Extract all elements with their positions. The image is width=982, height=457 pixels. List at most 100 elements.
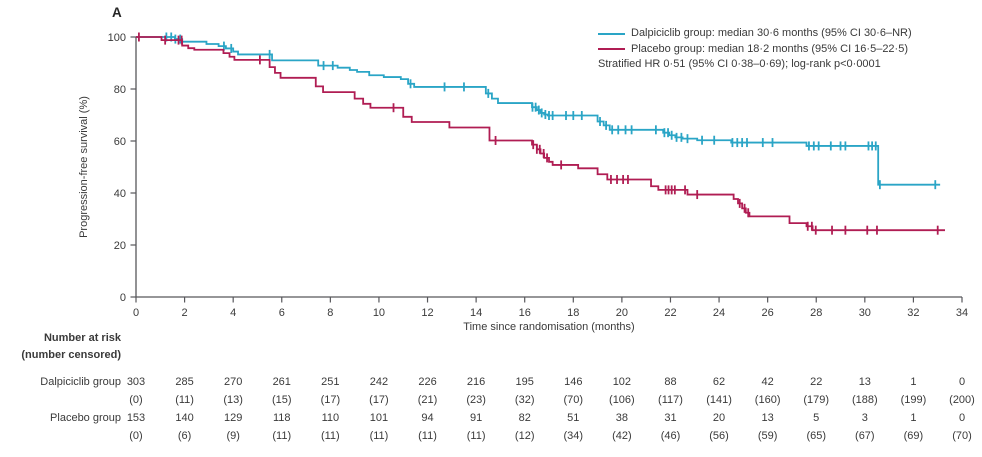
censored-count: (32) (514, 394, 535, 406)
y-tick-label: 20 (114, 240, 126, 252)
censored-count: (0) (129, 394, 143, 406)
at-risk-count: 62 (712, 376, 726, 388)
censored-count: (141) (706, 394, 732, 406)
censored-count: (21) (417, 394, 438, 406)
at-risk-count: 13 (858, 376, 871, 388)
x-tick-label: 12 (421, 307, 433, 319)
censored-count: (11) (369, 430, 389, 442)
km-curve (136, 36, 945, 232)
at-risk-count: 1 (910, 412, 917, 424)
censored-count: (106) (609, 394, 635, 406)
at-risk-count: 13 (761, 412, 774, 424)
at-risk-count: 251 (321, 376, 340, 388)
censored-count: (46) (660, 430, 681, 442)
censored-count: (69) (903, 430, 924, 442)
censored-count: (17) (320, 394, 341, 406)
censored-count: (70) (563, 394, 584, 406)
x-tick-label: 30 (859, 307, 871, 319)
at-risk-count: 1 (910, 376, 917, 388)
legend-label-dalpiciclib: Dalpiciclib group: median 30·6 months (9… (631, 27, 912, 39)
at-risk-count: 242 (369, 376, 389, 388)
at-risk-count: 0 (958, 376, 966, 388)
x-tick-label: 10 (373, 307, 385, 319)
y-tick-label: 80 (114, 84, 126, 96)
at-risk-count: 101 (369, 412, 389, 424)
at-risk-count: 88 (664, 376, 677, 388)
at-risk-count: 38 (615, 412, 628, 424)
censored-count: (42) (612, 430, 632, 442)
x-tick-label: 2 (182, 307, 188, 319)
x-tick-label: 6 (279, 307, 285, 319)
x-tick-label: 16 (519, 307, 531, 319)
y-tick-label: 0 (120, 292, 126, 304)
dalpiciclib-line-swatch-icon (598, 32, 625, 35)
censored-count: (11) (418, 430, 437, 442)
censored-count: (11) (466, 430, 486, 442)
censored-count: (200) (949, 394, 975, 406)
x-tick-label: 26 (762, 307, 774, 319)
legend-item-dalpiciclib: Dalpiciclib group: median 30·6 months (9… (598, 26, 912, 42)
censored-count: (11) (272, 430, 292, 442)
hr-annotation: Stratified HR 0·51 (95% CI 0·38–0·69); l… (598, 58, 881, 70)
at-risk-count: 20 (712, 412, 726, 424)
risk-row-label: Placebo group (50, 412, 121, 424)
at-risk-count: 0 (958, 412, 966, 424)
x-tick-label: 22 (664, 307, 676, 319)
censored-count: (117) (658, 394, 683, 406)
censored-count: (23) (466, 394, 486, 406)
at-risk-count: 91 (469, 412, 483, 424)
censored-count: (12) (514, 430, 535, 442)
censored-count: (188) (851, 394, 878, 406)
censored-count: (0) (129, 430, 143, 442)
at-risk-count: 102 (612, 376, 632, 388)
at-risk-count: 118 (272, 412, 291, 424)
censored-count: (65) (806, 430, 827, 442)
at-risk-count: 82 (518, 412, 531, 424)
risk-table-subtitle: (number censored) (21, 349, 121, 361)
censored-count: (6) (177, 430, 192, 442)
censored-count: (56) (709, 430, 729, 442)
x-tick-label: 18 (567, 307, 579, 319)
censored-count: (179) (803, 394, 830, 406)
x-tick-label: 34 (956, 307, 968, 319)
y-tick-label: 60 (114, 136, 126, 148)
y-tick-label: 100 (108, 32, 126, 44)
at-risk-count: 195 (515, 376, 534, 388)
series-placebo (136, 32, 945, 235)
y-axis-title: Progression-free survival (%) (78, 96, 90, 238)
at-risk-count: 110 (321, 412, 340, 424)
at-risk-count: 31 (664, 412, 677, 424)
censored-count: (70) (952, 430, 972, 442)
legend-item-placebo: Placebo group: median 18·2 months (95% C… (598, 42, 912, 58)
x-tick-label: 32 (907, 307, 919, 319)
at-risk-count: 5 (813, 412, 820, 424)
x-tick-label: 28 (810, 307, 822, 319)
at-risk-count: 270 (223, 376, 243, 388)
panel-label: A (112, 5, 122, 20)
at-risk-count: 129 (223, 412, 243, 424)
censored-count: (13) (223, 394, 243, 406)
censored-count: (15) (271, 394, 292, 406)
at-risk-count: 51 (567, 412, 580, 424)
censored-count: (9) (226, 430, 240, 442)
at-risk-count: 226 (418, 376, 437, 388)
legend: Dalpiciclib group: median 30·6 months (9… (598, 26, 912, 73)
at-risk-count: 261 (272, 376, 291, 388)
at-risk-count: 3 (861, 412, 868, 424)
at-risk-count: 285 (175, 376, 194, 388)
x-tick-label: 24 (713, 307, 725, 319)
at-risk-count: 146 (564, 376, 583, 388)
risk-row-label: Dalpiciclib group (40, 376, 121, 388)
risk-table-title: Number at risk (43, 332, 121, 344)
censored-count: (199) (900, 394, 927, 406)
x-tick-label: 4 (230, 307, 236, 319)
y-tick-label: 40 (114, 188, 126, 200)
at-risk-count: 140 (175, 412, 194, 424)
at-risk-count: 22 (810, 376, 823, 388)
x-tick-label: 0 (133, 307, 139, 319)
at-risk-count: 42 (761, 376, 774, 388)
legend-label-placebo: Placebo group: median 18·2 months (95% C… (631, 42, 908, 55)
censored-count: (67) (855, 430, 875, 442)
